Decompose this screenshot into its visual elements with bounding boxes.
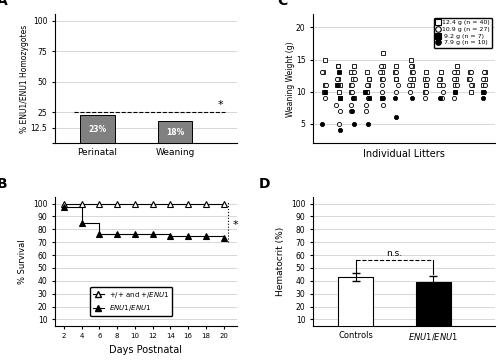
- Y-axis label: % ENU1/ENU1 Homozygotes: % ENU1/ENU1 Homozygotes: [20, 25, 29, 133]
- Text: *: *: [218, 100, 223, 110]
- Legend: +/+ and +/$\it{ENU1}$, $\it{ENU1/ENU1}$: +/+ and +/$\it{ENU1}$, $\it{ENU1/ENU1}$: [90, 287, 172, 316]
- Legend: 12.4 g (n = 40), 10.9 g (n = 27),  9.2 g (n = 7),  7.9 g (n = 10): 12.4 g (n = 40), 10.9 g (n = 27), 9.2 g …: [434, 18, 492, 48]
- Text: 18%: 18%: [166, 127, 184, 136]
- Bar: [80, 115, 115, 143]
- Y-axis label: Weaning Weight (g): Weaning Weight (g): [286, 41, 294, 117]
- X-axis label: Individual Litters: Individual Litters: [363, 149, 445, 159]
- Text: A: A: [0, 0, 8, 8]
- Bar: [158, 121, 192, 143]
- Text: D: D: [258, 177, 270, 191]
- Text: B: B: [0, 177, 8, 191]
- Bar: [416, 282, 450, 332]
- X-axis label: Days Postnatal: Days Postnatal: [110, 345, 182, 355]
- Y-axis label: % Survival: % Survival: [18, 239, 28, 284]
- Text: n.s.: n.s.: [386, 249, 402, 258]
- Text: C: C: [277, 0, 287, 8]
- Text: *: *: [232, 220, 238, 231]
- Bar: [338, 277, 373, 332]
- Text: 23%: 23%: [88, 125, 106, 134]
- Y-axis label: Hematocrit (%): Hematocrit (%): [276, 227, 285, 296]
